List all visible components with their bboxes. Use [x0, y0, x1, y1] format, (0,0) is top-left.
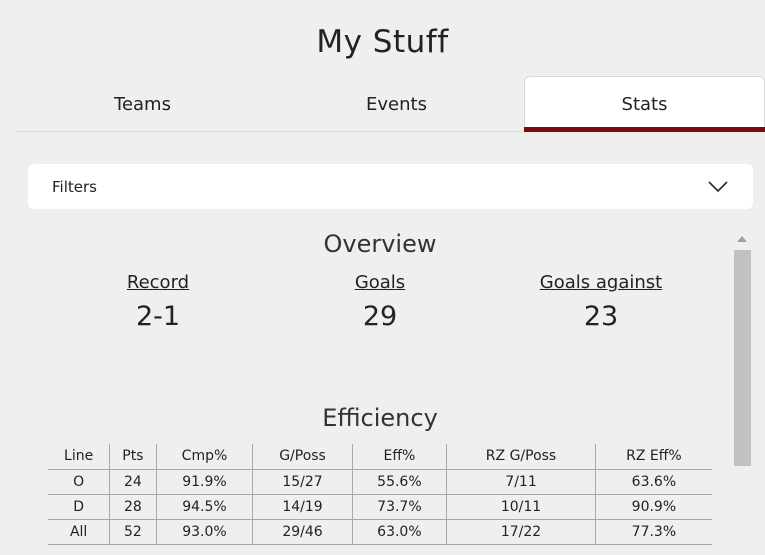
- table-cell: 28: [109, 494, 156, 520]
- table-cell: 73.7%: [351, 494, 447, 520]
- tab-events[interactable]: Events: [366, 93, 427, 115]
- active-tab-indicator: [524, 127, 765, 132]
- table-cell: All: [48, 519, 110, 545]
- table-cell: 24: [109, 469, 156, 495]
- table-cell: 93.0%: [155, 519, 253, 545]
- table-cell: 63.0%: [351, 519, 447, 545]
- stat-goals-against: Goals against 23: [491, 272, 711, 332]
- table-cell: 77.3%: [594, 519, 712, 545]
- table-header-row: Line Pts Cmp% G/Poss Eff% RZ G/Poss RZ E…: [48, 444, 712, 470]
- table-cell: 94.5%: [155, 494, 253, 520]
- overview-heading: Overview: [323, 230, 437, 258]
- stat-goals-against-value: 23: [583, 301, 619, 332]
- tab-stats[interactable]: Stats: [524, 76, 765, 132]
- table-cell: 17/22: [446, 519, 596, 545]
- table-cell: D: [48, 494, 110, 520]
- efficiency-heading: Efficiency: [322, 404, 438, 432]
- stat-goals-value: 29: [362, 301, 398, 332]
- stat-goals-against-label[interactable]: Goals against: [539, 272, 663, 293]
- stat-goals-label[interactable]: Goals: [354, 272, 406, 293]
- column-header: Eff%: [351, 444, 447, 470]
- table-cell: 14/19: [252, 494, 353, 520]
- table-cell: 7/11: [446, 469, 596, 495]
- column-header: RZ G/Poss: [446, 444, 596, 470]
- filters-label: Filters: [52, 177, 97, 196]
- stat-record-label[interactable]: Record: [126, 272, 190, 293]
- table-row: D 28 94.5% 14/19 73.7% 10/11 90.9%: [48, 494, 712, 520]
- stat-goals: Goals 29: [270, 272, 490, 332]
- page-title: My Stuff: [316, 24, 449, 60]
- column-header: Pts: [109, 444, 156, 470]
- scroll-up-arrow-icon[interactable]: [737, 236, 747, 242]
- column-header: Cmp%: [155, 444, 253, 470]
- table-row: All 52 93.0% 29/46 63.0% 17/22 77.3%: [48, 519, 712, 545]
- chevron-down-icon: [708, 180, 728, 192]
- table-cell: 90.9%: [594, 494, 712, 520]
- tab-teams[interactable]: Teams: [114, 93, 171, 115]
- table-cell: 52: [109, 519, 156, 545]
- table-cell: O: [48, 469, 110, 495]
- stat-record-value: 2-1: [135, 301, 181, 332]
- table-cell: 10/11: [446, 494, 596, 520]
- column-header: RZ Eff%: [594, 444, 712, 470]
- scrollbar-thumb[interactable]: [734, 250, 751, 466]
- filters-dropdown[interactable]: Filters: [28, 164, 753, 209]
- table-cell: 63.6%: [594, 469, 712, 495]
- vertical-scrollbar[interactable]: [733, 232, 752, 555]
- tab-bar: Teams Events Stats: [16, 76, 765, 132]
- table-cell: 15/27: [252, 469, 353, 495]
- column-header: Line: [48, 444, 110, 470]
- table-row: O 24 91.9% 15/27 55.6% 7/11 63.6%: [48, 469, 712, 495]
- efficiency-table: Line Pts Cmp% G/Poss Eff% RZ G/Poss RZ E…: [48, 444, 712, 545]
- table-cell: 29/46: [252, 519, 353, 545]
- table-cell: 55.6%: [351, 469, 447, 495]
- stat-record: Record 2-1: [48, 272, 268, 332]
- column-header: G/Poss: [252, 444, 353, 470]
- table-cell: 91.9%: [155, 469, 253, 495]
